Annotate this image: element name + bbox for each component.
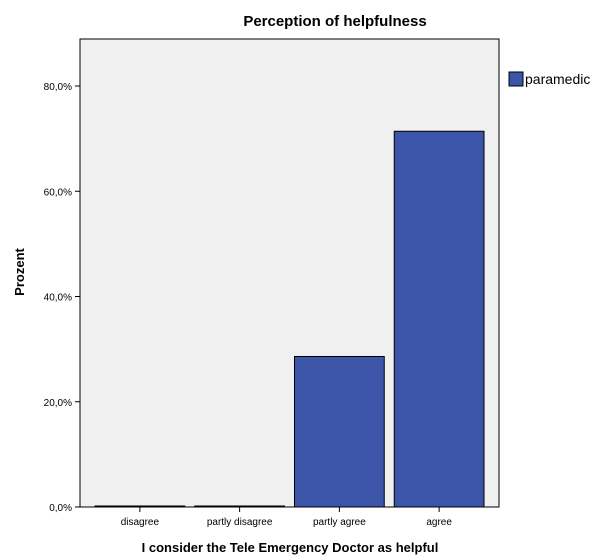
bar-partly-disagree: [194, 505, 285, 508]
y-tick-label: 80,0%: [44, 82, 72, 93]
legend-label-paramedic: paramedic: [525, 71, 590, 87]
chart-title: Perception of helpfulness: [243, 13, 426, 30]
bar-disagree: [94, 505, 186, 508]
x-tick-label: partly agree: [313, 517, 366, 528]
y-tick-label: 20,0%: [44, 398, 72, 409]
x-axis: disagree partly disagree partly agree agree: [121, 507, 452, 528]
y-tick-label: 60,0%: [44, 187, 72, 198]
bar-agree: [393, 130, 485, 508]
x-tick-label: agree: [426, 517, 452, 528]
x-axis-title: I consider the Tele Emergency Doctor as …: [142, 540, 439, 555]
y-axis: 0,0% 20,0% 40,0% 60,0% 80,0%: [44, 82, 80, 514]
x-tick-label: partly disagree: [207, 517, 273, 528]
y-axis-title: Prozent: [12, 247, 27, 295]
bar-partly-agree: [294, 355, 385, 508]
x-tick-label: disagree: [121, 517, 160, 528]
y-tick-label: 0,0%: [49, 503, 72, 514]
y-tick-label: 40,0%: [44, 293, 72, 304]
legend: paramedic: [508, 71, 590, 87]
legend-swatch-paramedic: [508, 71, 524, 87]
